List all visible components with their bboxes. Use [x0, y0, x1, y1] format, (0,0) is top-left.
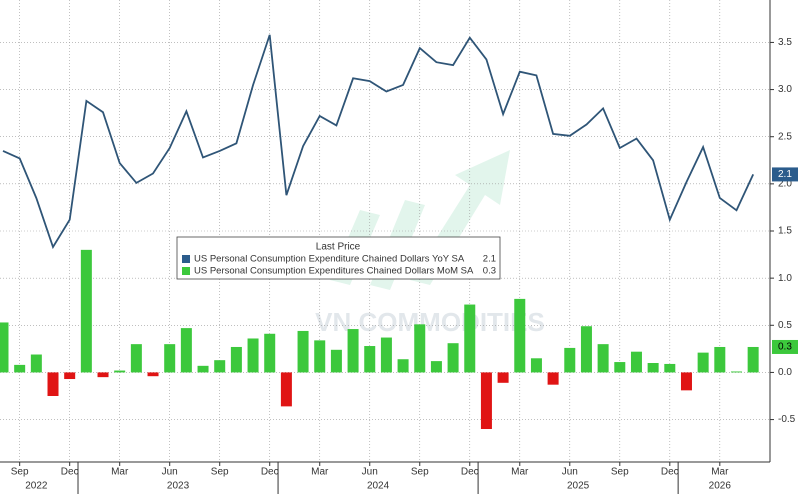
x-tick-label: Sep — [611, 467, 629, 478]
y-tick-label: 0.0 — [778, 367, 792, 378]
bar — [330, 349, 342, 373]
bar — [230, 346, 242, 373]
bar — [547, 372, 559, 385]
bar — [130, 344, 142, 373]
bar — [164, 344, 176, 373]
y-tick-label: 3.0 — [778, 84, 792, 95]
bar — [730, 371, 742, 373]
bar — [564, 347, 576, 373]
bar — [747, 346, 759, 373]
bar — [64, 372, 76, 380]
badge — [772, 339, 798, 354]
legend-label: US Personal Consumption Expenditures Cha… — [194, 266, 474, 277]
y-tick-label: 1.0 — [778, 273, 792, 284]
bar — [447, 343, 459, 373]
x-tick-label: Sep — [211, 467, 229, 478]
bar — [397, 359, 409, 373]
legend-swatch — [182, 255, 190, 263]
bar — [647, 363, 659, 373]
bar — [114, 370, 126, 373]
x-tick-label: Dec — [461, 467, 479, 478]
bar — [364, 346, 376, 373]
y-tick-label: 3.5 — [778, 37, 792, 48]
legend-value: 2.1 — [483, 254, 496, 265]
x-tick-label: Jun — [362, 467, 378, 478]
bar — [314, 340, 326, 373]
line — [2, 34, 755, 250]
badge — [772, 167, 798, 182]
bar — [347, 329, 359, 373]
badge-label: 2.1 — [778, 169, 792, 180]
bar — [497, 372, 509, 383]
legend-title: Last Price — [316, 242, 361, 253]
bar — [247, 338, 259, 373]
x-tick-label: Mar — [711, 467, 729, 478]
bar — [264, 333, 276, 373]
x-tick-label: Jun — [162, 467, 178, 478]
bar — [664, 363, 676, 373]
legend-box — [176, 236, 501, 280]
bar — [714, 346, 726, 373]
year-label: 2024 — [367, 481, 390, 492]
bar — [47, 372, 59, 396]
year-label: 2022 — [25, 481, 48, 492]
x-tick-label: Sep — [411, 467, 429, 478]
bar — [597, 344, 609, 373]
bar — [530, 358, 542, 373]
x-tick-label: Dec — [61, 467, 79, 478]
year-label: 2023 — [167, 481, 190, 492]
bar — [97, 372, 109, 378]
bar — [30, 354, 42, 373]
bar — [180, 328, 192, 373]
bar — [297, 330, 309, 373]
y-tick-label: 2.5 — [778, 131, 792, 142]
legend-value: 0.3 — [483, 266, 496, 277]
x-tick-label: Jun — [562, 467, 578, 478]
x-tick-label: Mar — [511, 467, 529, 478]
bar — [630, 351, 642, 373]
year-label: 2026 — [709, 481, 732, 492]
bar — [430, 361, 442, 373]
bar — [480, 372, 492, 429]
y-tick-label: -0.5 — [778, 414, 796, 425]
bar — [80, 249, 92, 373]
bar — [697, 352, 709, 373]
y-tick-label: 0.5 — [778, 320, 792, 331]
x-tick-label: Dec — [661, 467, 679, 478]
badge-label: 0.3 — [778, 342, 792, 353]
bar — [680, 372, 692, 391]
year-label: 2025 — [567, 481, 590, 492]
bar — [14, 364, 26, 373]
legend-label: US Personal Consumption Expenditure Chai… — [194, 254, 465, 265]
legend-swatch — [182, 267, 190, 275]
bar — [0, 322, 9, 373]
bar — [280, 372, 292, 407]
bar — [414, 324, 426, 373]
y-tick-label: 1.5 — [778, 226, 792, 237]
bar — [380, 337, 392, 373]
x-tick-label: Dec — [261, 467, 279, 478]
y-tick-label: 2.0 — [778, 178, 792, 189]
bar — [614, 362, 626, 373]
x-tick-label: Mar — [311, 467, 329, 478]
bar — [147, 372, 159, 377]
x-tick-label: Mar — [111, 467, 129, 478]
x-tick-label: Sep — [11, 467, 29, 478]
bar — [197, 365, 209, 373]
bar — [580, 326, 592, 373]
bar — [514, 298, 526, 373]
bar — [464, 304, 476, 373]
bar — [214, 360, 226, 373]
